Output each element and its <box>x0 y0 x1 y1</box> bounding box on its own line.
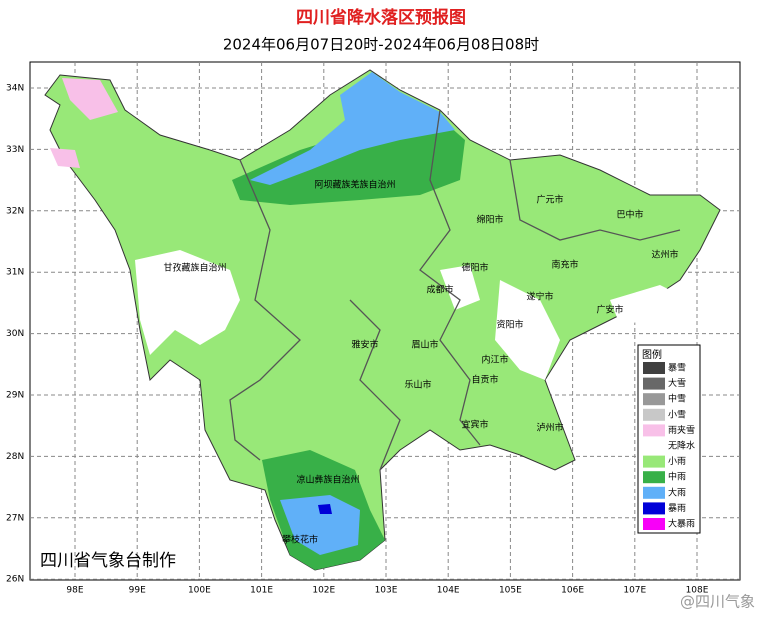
region-label: 眉山市 <box>411 339 438 351</box>
legend-label: 暴雪 <box>668 363 686 374</box>
legend-label: 无降水 <box>668 440 695 452</box>
lat-label: 30N <box>6 329 24 339</box>
region-label: 凉山彝族自治州 <box>296 474 359 486</box>
lat-label: 34N <box>6 84 24 94</box>
legend-label: 大雪 <box>668 377 686 389</box>
legend-swatch <box>643 377 665 390</box>
legend-swatch <box>643 362 665 374</box>
legend-label: 雨夹雪 <box>668 424 695 436</box>
legend-label: 小雪 <box>668 409 686 420</box>
legend-title: 图例 <box>642 348 662 361</box>
legend-swatch <box>643 408 665 421</box>
legend-swatch <box>643 440 665 452</box>
region-label: 巴中市 <box>616 209 643 221</box>
legend-label: 暴雨 <box>668 503 686 514</box>
province <box>44 69 721 571</box>
lon-label: 104E <box>437 586 460 596</box>
lat-label: 32N <box>6 206 24 216</box>
lat-label: 28N <box>6 452 24 462</box>
lon-label: 106E <box>561 586 584 596</box>
legend-label: 小雨 <box>668 456 686 467</box>
region-label: 攀枝花市 <box>282 534 318 546</box>
subtitle: 2024年06月07日20时-2024年06月08日08时 <box>223 36 539 54</box>
region-label: 内江市 <box>481 354 508 366</box>
lon-label: 98E <box>66 586 83 596</box>
region-label: 宜宾市 <box>461 419 488 431</box>
legend-label: 大暴雨 <box>668 518 695 530</box>
region-label: 雅安市 <box>351 339 378 351</box>
region-label: 资阳市 <box>496 319 523 331</box>
lon-label: 108E <box>686 586 709 596</box>
lat-label: 26N <box>6 575 24 585</box>
credit: 四川省气象台制作 <box>40 551 176 571</box>
title: 四川省降水落区预报图 <box>296 7 466 28</box>
region-label: 南充市 <box>551 259 578 271</box>
legend-swatch <box>643 393 665 406</box>
lon-label: 105E <box>499 586 522 596</box>
legend-swatch <box>643 471 665 484</box>
lon-label: 107E <box>623 586 646 596</box>
region-label: 广元市 <box>536 194 563 206</box>
legend-label: 中雪 <box>668 393 686 405</box>
legend-swatch <box>643 486 665 499</box>
legend-label: 大雨 <box>668 486 686 498</box>
region-label: 广安市 <box>596 304 623 316</box>
region-label: 绵阳市 <box>476 214 503 226</box>
legend-label: 中雨 <box>668 471 686 483</box>
region-label: 乐山市 <box>404 379 431 391</box>
lat-label: 31N <box>6 268 24 278</box>
watermark: @四川气象 <box>680 593 755 611</box>
legend-swatch <box>643 518 665 530</box>
lon-label: 101E <box>250 586 273 596</box>
region-label: 泸州市 <box>536 422 563 434</box>
region-label: 自贡市 <box>471 374 498 386</box>
lat-label: 29N <box>6 391 24 401</box>
region-label: 遂宁市 <box>526 291 553 303</box>
lat-label: 33N <box>6 145 24 155</box>
lon-label: 99E <box>129 586 146 596</box>
legend-swatch <box>643 455 665 468</box>
region-label: 甘孜藏族自治州 <box>163 262 226 274</box>
region-label: 达州市 <box>651 249 678 261</box>
region-label: 阿坝藏族羌族自治州 <box>314 179 395 191</box>
lon-label: 100E <box>188 586 211 596</box>
lon-label: 103E <box>375 586 398 596</box>
lat-label: 27N <box>6 513 24 523</box>
legend-swatch <box>643 502 665 515</box>
region-label: 德阳市 <box>461 262 488 274</box>
lon-label: 102E <box>312 586 335 596</box>
legend-swatch <box>643 424 665 437</box>
region-label: 成都市 <box>426 284 453 296</box>
